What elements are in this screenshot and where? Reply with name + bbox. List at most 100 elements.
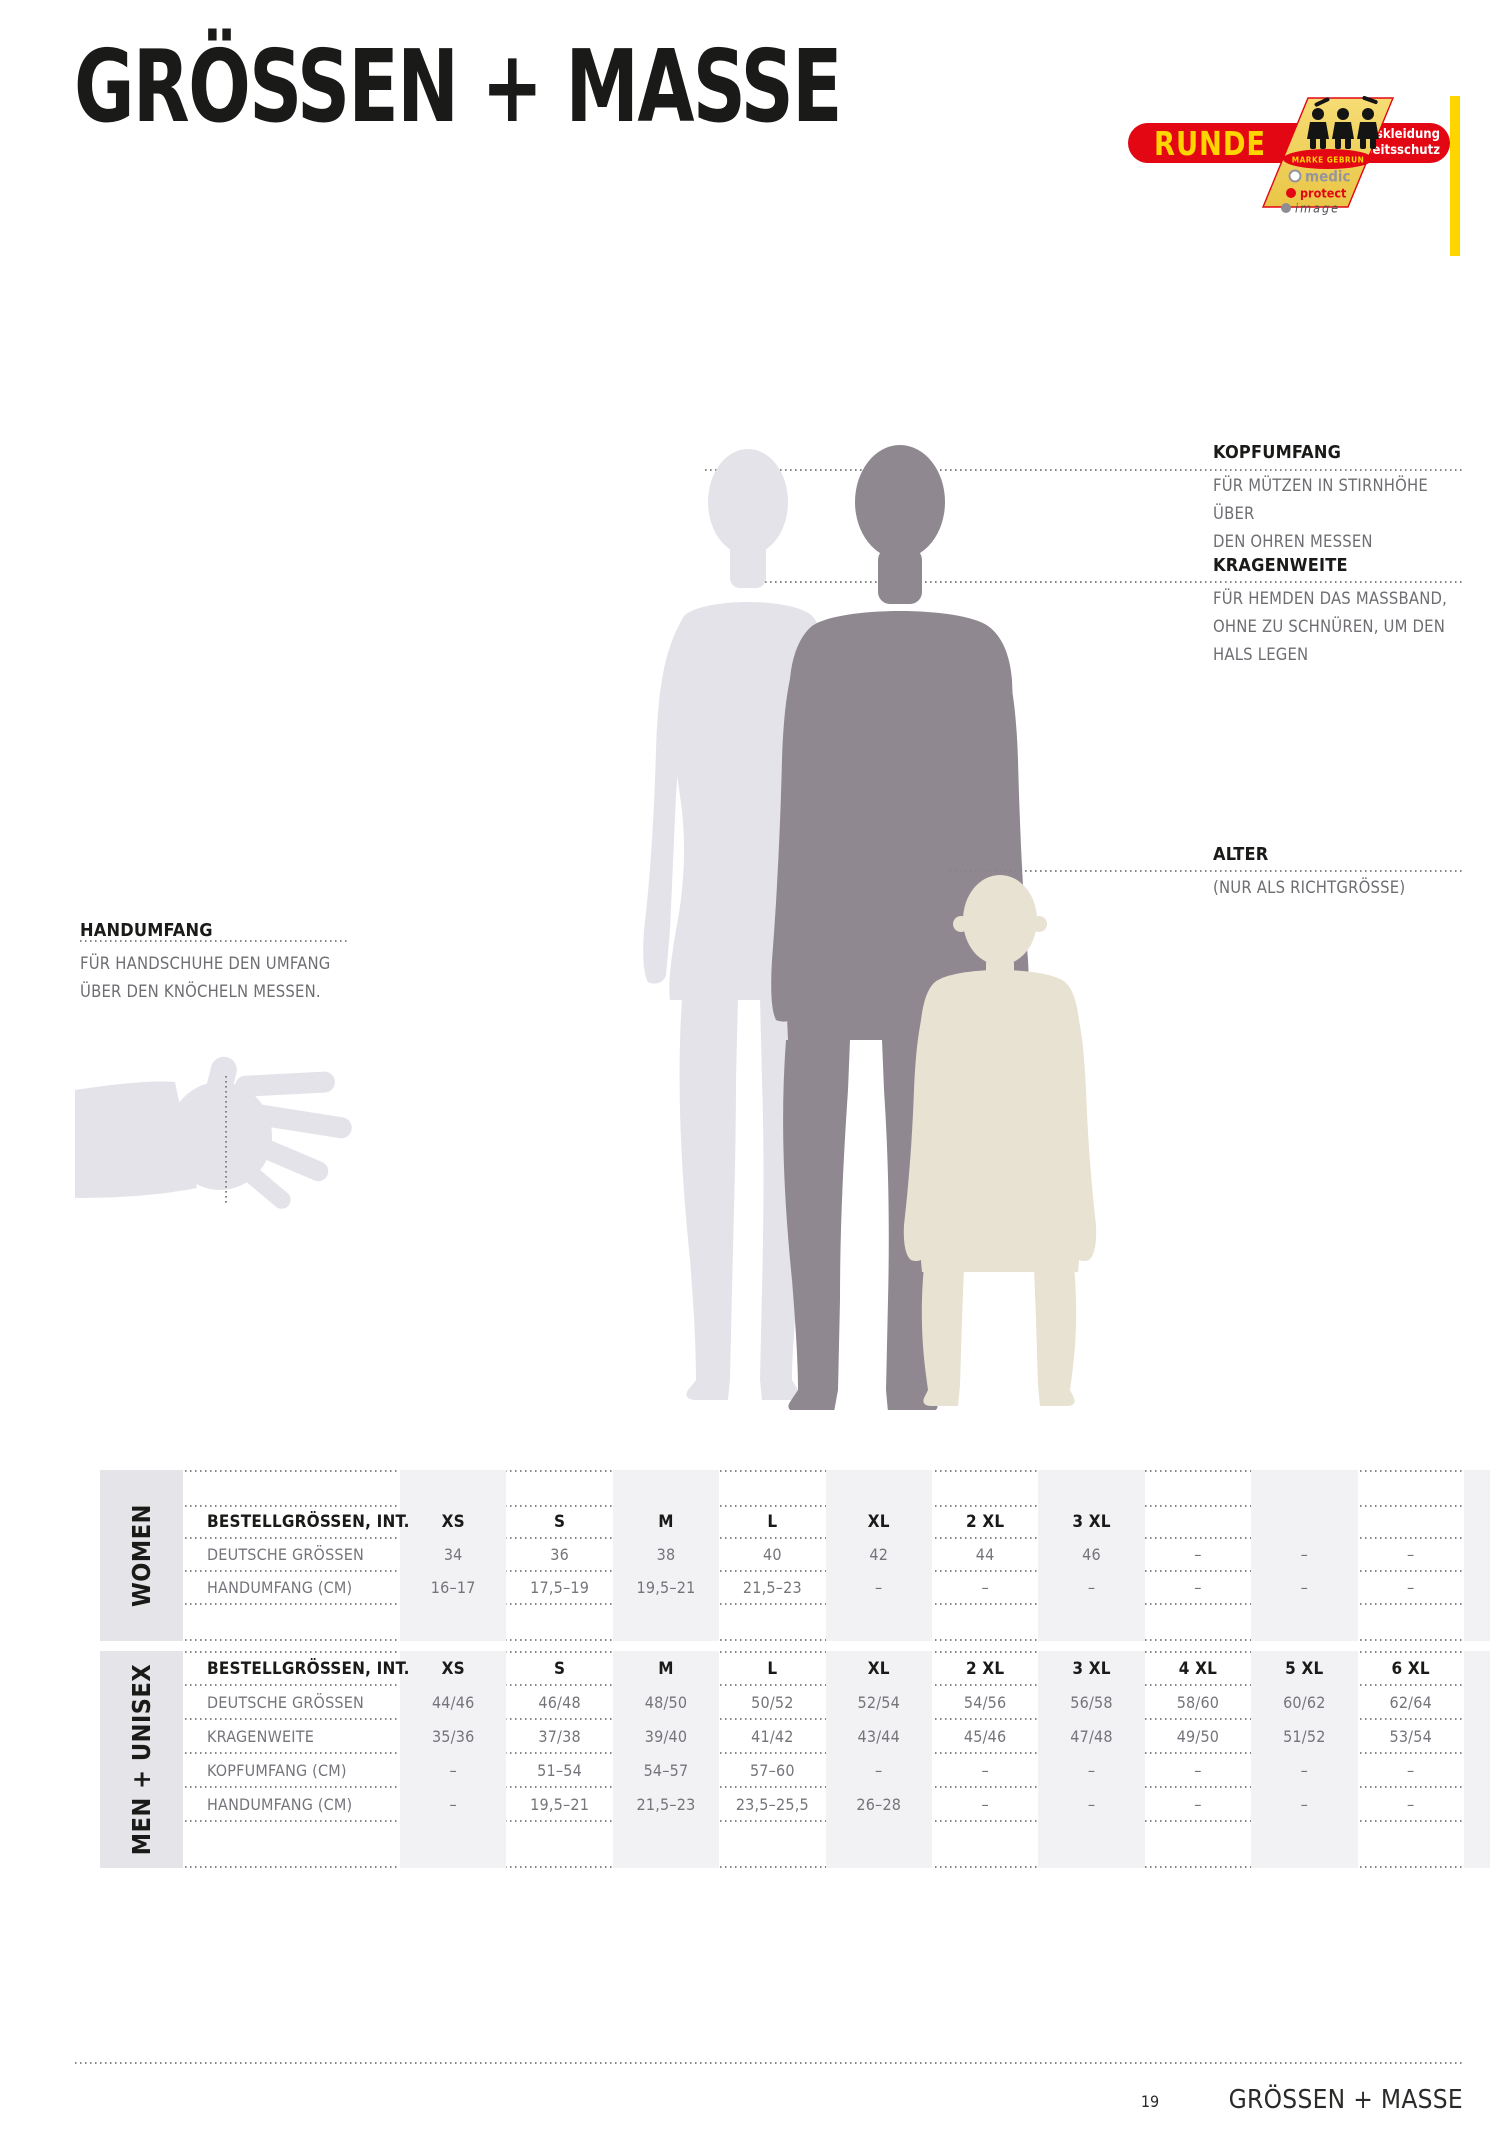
table-cell: 48/50: [644, 1692, 688, 1712]
table-cell: –: [1407, 1545, 1415, 1564]
table-cell: –: [449, 1760, 457, 1780]
logo-badge-text: MARKE GEBRUN: [1292, 155, 1365, 165]
table-cell: –: [1087, 1578, 1096, 1597]
column-header: XS: [441, 1512, 465, 1532]
column-header: 6 XL: [1391, 1658, 1430, 1679]
column-stripe: [1038, 1470, 1145, 1641]
table-header-row: BESTELLGRÖSSEN, INT. XS S M L XL 2 XL 3 XL 4 XL 5…: [185, 1653, 1490, 1684]
logo-image-text: image: [1295, 201, 1340, 216]
table-cell: 50/52: [751, 1692, 794, 1712]
table-cell: –: [875, 1760, 883, 1780]
row-label: KOPFUMFANG (CM): [207, 1760, 347, 1780]
table-cell: 46/48: [538, 1692, 581, 1712]
table-cell: 42: [869, 1545, 889, 1564]
logo-medic-text: medic: [1305, 168, 1351, 186]
column-stripe: [612, 1470, 720, 1641]
logo-figures-icon: [1307, 95, 1379, 149]
annotation-alter: ALTER (NUR ALS RICHTGRÖSSE): [1213, 845, 1468, 902]
table-row: KRAGENWEITE 35/36 37/38 39/40 41/42 43/44 45/4…: [185, 1720, 1490, 1752]
table-cell: 57–60: [749, 1760, 795, 1780]
annotation-heading: KOPFUMFANG: [1213, 442, 1342, 463]
annotation-line: (NUR ALS RICHTGRÖSSE): [1213, 878, 1406, 897]
table-row: HANDUMFANG (CM) 16–17 17,5–19 19,5–21 21,5–2…: [185, 1572, 1490, 1603]
annotation-heading: KRAGENWEITE: [1213, 555, 1348, 576]
column-header: M: [658, 1512, 674, 1532]
footer-title: GRÖSSEN + MASSE: [1228, 2085, 1463, 2115]
table-cell: –: [1194, 1578, 1202, 1597]
table-cell: 16–17: [430, 1578, 476, 1597]
table-cell: 17,5–19: [530, 1578, 590, 1597]
annotation-line: FÜR HANDSCHUHE DEN UMFANG: [80, 954, 331, 973]
column-header: BESTELLGRÖSSEN, INT.: [207, 1512, 410, 1532]
table-cell: 53/54: [1389, 1726, 1432, 1746]
table-cell: 37/38: [538, 1726, 581, 1746]
column-stripe: [1464, 1651, 1490, 1868]
column-stripe: [400, 1651, 507, 1868]
table-cell: –: [1087, 1760, 1096, 1780]
annotation-kragenweite: KRAGENWEITE FÜR HEMDEN DAS MASSBAND, OHN…: [1213, 556, 1468, 669]
table-cell: 34: [443, 1545, 463, 1564]
column-stripe: [1251, 1651, 1358, 1868]
annotation-handumfang: HANDUMFANG FÜR HANDSCHUHE DEN UMFANG ÜBE…: [80, 921, 360, 1006]
table-cell: 52/54: [857, 1692, 900, 1712]
table-cell: 41/42: [751, 1726, 794, 1746]
annotation-line: FÜR MÜTZEN IN STIRNHÖHE ÜBER: [1213, 476, 1428, 523]
table-cell: –: [981, 1760, 989, 1780]
kopfumfang-dotted-line: [1100, 469, 1463, 471]
table-cell: 36: [550, 1545, 569, 1564]
table-cell: 60/62: [1283, 1692, 1326, 1712]
column-header: S: [553, 1512, 566, 1532]
annotation-line: OHNE ZU SCHNÜREN, UM DEN: [1213, 617, 1446, 636]
column-header: 5 XL: [1285, 1658, 1324, 1679]
section-label: WOMEN: [127, 1504, 156, 1608]
logo-yellow-bar: [1450, 96, 1460, 256]
column-stripe: [400, 1470, 507, 1641]
table-cell: 62/64: [1389, 1692, 1432, 1712]
table-cell: 46: [1082, 1545, 1101, 1564]
column-header: M: [658, 1658, 674, 1679]
annotation-kopfumfang: KOPFUMFANG FÜR MÜTZEN IN STIRNHÖHE ÜBER …: [1213, 443, 1468, 556]
column-header: 3 XL: [1072, 1512, 1111, 1532]
table-cell: 19,5–21: [530, 1794, 590, 1814]
table-row: DEUTSCHE GRÖSSEN 34 36 38 40 42 44 46 – – –: [185, 1539, 1490, 1570]
section-label-box: WOMEN: [100, 1470, 183, 1641]
row-label: DEUTSCHE GRÖSSEN: [207, 1545, 365, 1564]
table-cell: –: [1407, 1794, 1415, 1814]
men-unisex-size-table: MEN + UNISEX BESTELLGRÖSSEN, INT. XS S M L XL 2…: [100, 1651, 1490, 1868]
medic-bullet-icon: [1288, 169, 1302, 183]
table-cell: 21,5–23: [742, 1578, 802, 1597]
column-header: L: [767, 1658, 778, 1679]
column-stripe: [1038, 1651, 1145, 1868]
column-header: S: [553, 1658, 566, 1679]
column-stripe: [825, 1470, 932, 1641]
table-row: DEUTSCHE GRÖSSEN 44/46 46/48 48/50 50/52 52/5…: [185, 1686, 1490, 1718]
annotation-line: DEN OHREN MESSEN: [1213, 532, 1373, 551]
table-cell: –: [1087, 1794, 1096, 1814]
table-cell: –: [981, 1578, 989, 1597]
column-stripe: [612, 1651, 720, 1868]
page-number: 19: [1140, 2092, 1160, 2111]
table-cell: 54/56: [963, 1692, 1007, 1712]
kragenweite-dotted-line: [1100, 581, 1463, 583]
handumfang-dotted-line: [80, 940, 348, 942]
table-cell: 47/48: [1070, 1726, 1113, 1746]
section-label-box: MEN + UNISEX: [100, 1651, 183, 1868]
women-size-table: WOMEN BESTELLGRÖSSEN, INT. XS S M L XL 2 XL 3 XL…: [100, 1470, 1490, 1641]
protect-bullet-icon: [1286, 188, 1296, 198]
footer-divider: [75, 2062, 1463, 2064]
table-row: HANDUMFANG (CM) – 19,5–21 21,5–23 23,5–25,5 2…: [185, 1788, 1490, 1820]
table-cell: –: [1194, 1760, 1202, 1780]
alter-dotted-line: [1100, 870, 1463, 872]
hand-illustration: [75, 1056, 352, 1209]
child-silhouette: [903, 875, 1097, 1406]
logo-badge-oval: [1283, 149, 1373, 169]
table-cell: 19,5–21: [636, 1578, 696, 1597]
table-cell: –: [875, 1578, 883, 1597]
table-spacer-row: [185, 1472, 1490, 1505]
table-cell: 45/46: [963, 1726, 1007, 1746]
column-header: XL: [867, 1512, 890, 1532]
table-content: BESTELLGRÖSSEN, INT. XS S M L XL 2 XL 3 XL DEUTS…: [185, 1470, 1490, 1641]
page-title: GRÖSSEN + MASSE: [74, 28, 842, 145]
column-header: 4 XL: [1178, 1658, 1218, 1679]
